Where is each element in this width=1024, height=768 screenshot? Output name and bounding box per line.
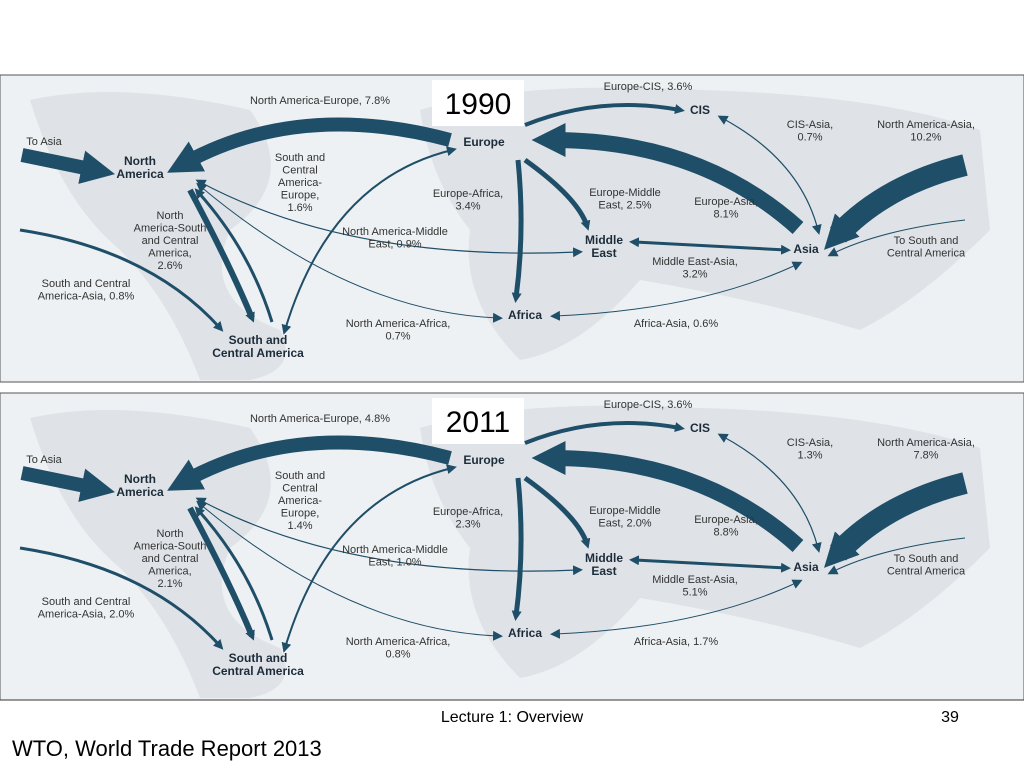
region-label: Central America (212, 346, 304, 360)
flow-label: Europe-Africa, (433, 506, 503, 518)
flow-label: To Asia (26, 454, 62, 466)
flow-label: North America-Africa, (346, 636, 451, 648)
flow-label: To South and (894, 235, 959, 247)
flow-label: North America-Middle (342, 544, 448, 556)
flow-label: 8.8% (713, 527, 738, 539)
flow-label: East, 2.5% (598, 200, 651, 212)
flow-label: CIS-Asia, (787, 437, 833, 449)
flow-label: Europe-CIS, 3.6% (604, 81, 693, 93)
page-number: 39 (941, 709, 959, 726)
year-box (432, 80, 524, 126)
flow-label: East, 1.0% (368, 557, 421, 569)
flow-label: South and Central (42, 278, 131, 290)
region-label: Asia (793, 242, 819, 256)
region-label: South and (229, 651, 288, 665)
flow-label: East, 2.0% (598, 518, 651, 530)
region-label: CIS (690, 421, 710, 435)
region-label: America (116, 485, 164, 499)
flow-label: East, 0.9% (368, 239, 421, 251)
flow-label: Europe, (281, 190, 320, 202)
flow-label: 3.2% (682, 269, 707, 281)
region-label: America (116, 167, 164, 181)
flow-label: North America-Asia, (877, 437, 975, 449)
flow-label: Middle East-Asia, (652, 256, 738, 268)
flow-label: North (157, 210, 184, 222)
flow-label: 0.7% (385, 331, 410, 343)
flow-label: North America-Africa, (346, 318, 451, 330)
region-label: North (124, 472, 156, 486)
flow-label: North America-Middle (342, 226, 448, 238)
flow-label: South and Central (42, 596, 131, 608)
flow-label: North (157, 528, 184, 540)
flow-label: South and (275, 152, 325, 164)
flow-label: Europe-Middle (589, 187, 661, 199)
flow-label: 1.4% (287, 520, 312, 532)
region-label: North (124, 154, 156, 168)
year-label: 1990 (445, 88, 512, 121)
flow-label: CIS-Asia, (787, 119, 833, 131)
flow-label: 0.7% (797, 132, 822, 144)
flow-label: Europe-Asia, (694, 514, 758, 526)
flow-label: America-South (134, 223, 207, 235)
region-label: Africa (508, 308, 542, 322)
flow-label: America-South (134, 541, 207, 553)
year-box (432, 398, 524, 444)
flow-label: To South and (894, 553, 959, 565)
flow-label: Central (282, 483, 317, 495)
flow-label: Europe-CIS, 3.6% (604, 399, 693, 411)
flow-label: America-Asia, 0.8% (38, 291, 135, 303)
flow-label: and Central (142, 553, 199, 565)
flow-label: Europe-Asia, (694, 196, 758, 208)
flow-label: Africa-Asia, 0.6% (634, 318, 719, 330)
region-label: Middle (585, 551, 623, 565)
flow-label: 2.6% (157, 260, 182, 272)
flow-label: 7.8% (913, 450, 938, 462)
flow-label: Central America (887, 566, 966, 578)
flow-label: South and (275, 470, 325, 482)
flow-label: 2.1% (157, 578, 182, 590)
flow-label: 10.2% (910, 132, 941, 144)
flow-label: North America-Asia, (877, 119, 975, 131)
flow-label: 3.4% (455, 201, 480, 213)
region-label: East (591, 564, 616, 578)
flow-label: 2.3% (455, 519, 480, 531)
flow-label: Europe, (281, 508, 320, 520)
flow-label: North America-Europe, 7.8% (250, 95, 390, 107)
region-label: Europe (463, 453, 505, 467)
region-label: Asia (793, 560, 819, 574)
flow-label: America, (148, 566, 191, 578)
flow-label: 5.1% (682, 587, 707, 599)
source: WTO, World Trade Report 2013 (12, 736, 322, 761)
flow-label: Europe-Africa, (433, 188, 503, 200)
region-label: Middle (585, 233, 623, 247)
flow-label: Central America (887, 248, 966, 260)
flow-label: 1.3% (797, 450, 822, 462)
flow-label: 0.8% (385, 649, 410, 661)
flow-label: 1.6% (287, 202, 312, 214)
flow-label: America-Asia, 2.0% (38, 609, 135, 621)
region-label: East (591, 246, 616, 260)
flow-label: Europe-Middle (589, 505, 661, 517)
flow-label: America- (278, 495, 322, 507)
flow-label: America- (278, 177, 322, 189)
flow-label: and Central (142, 235, 199, 247)
flow-label: Africa-Asia, 1.7% (634, 636, 719, 648)
flow-label: America, (148, 248, 191, 260)
lecture: Lecture 1: Overview (441, 709, 584, 726)
year-label: 2011 (446, 406, 511, 439)
flow-label: North America-Europe, 4.8% (250, 413, 390, 425)
region-label: Africa (508, 626, 542, 640)
flow-label: To Asia (26, 136, 62, 148)
region-label: CIS (690, 103, 710, 117)
flow-label: Middle East-Asia, (652, 574, 738, 586)
flow-label: 8.1% (713, 209, 738, 221)
region-label: Europe (463, 135, 505, 149)
region-label: South and (229, 333, 288, 347)
region-label: Central America (212, 664, 304, 678)
flow-label: Central (282, 165, 317, 177)
